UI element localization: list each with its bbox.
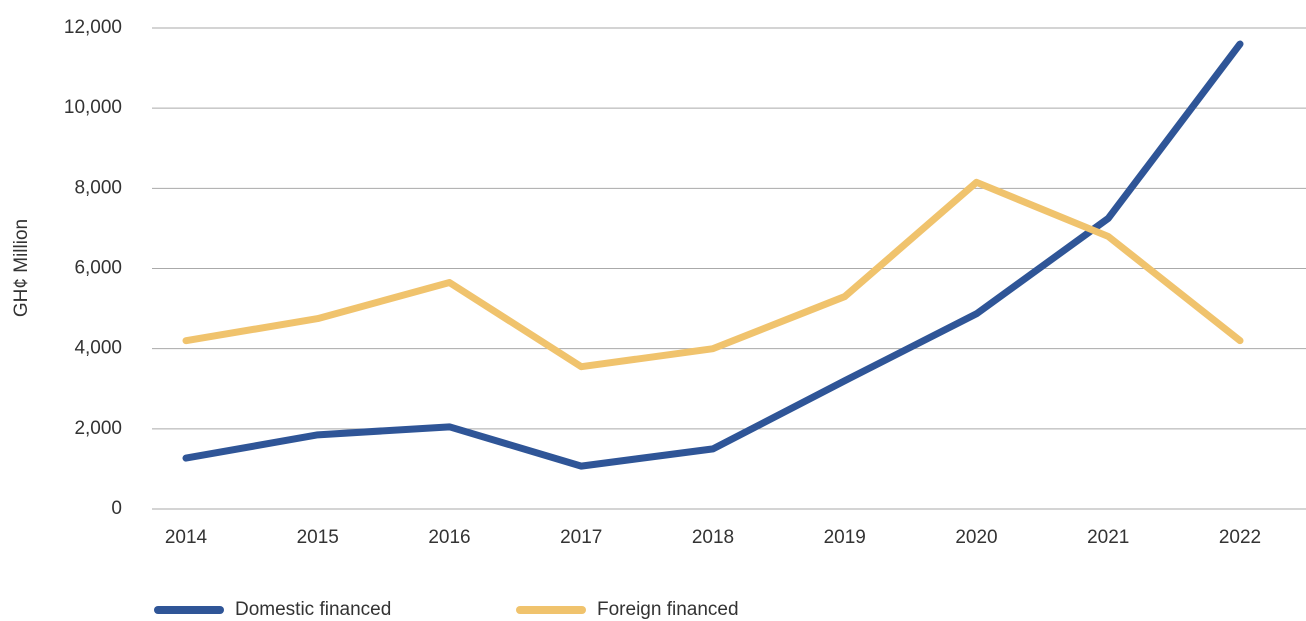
- legend-label: Foreign financed: [597, 599, 739, 620]
- x-tick-label: 2021: [1087, 527, 1129, 548]
- x-tick-label: 2017: [560, 527, 602, 548]
- y-tick-label: 12,000: [64, 17, 122, 38]
- x-tick-label: 2018: [692, 527, 734, 548]
- y-tick-label: 2,000: [74, 418, 122, 439]
- y-tick-label: 8,000: [74, 177, 122, 198]
- legend-label: Domestic financed: [235, 599, 391, 620]
- x-tick-label: 2014: [165, 527, 208, 548]
- data-line: [182, 178, 1244, 371]
- y-axis-label: GH¢ Million: [11, 219, 32, 317]
- x-tick-label: 2019: [824, 527, 866, 548]
- x-tick-label: 2015: [297, 527, 339, 548]
- y-tick-label: 4,000: [74, 338, 122, 359]
- y-tick-label: 6,000: [74, 258, 122, 279]
- x-tick-label: 2016: [428, 527, 470, 548]
- x-tick-label: 2020: [955, 527, 997, 548]
- y-tick-label: 0: [111, 498, 122, 519]
- data-line: [182, 40, 1244, 470]
- y-tick-label: 10,000: [64, 97, 122, 118]
- x-tick-label: 2022: [1219, 527, 1261, 548]
